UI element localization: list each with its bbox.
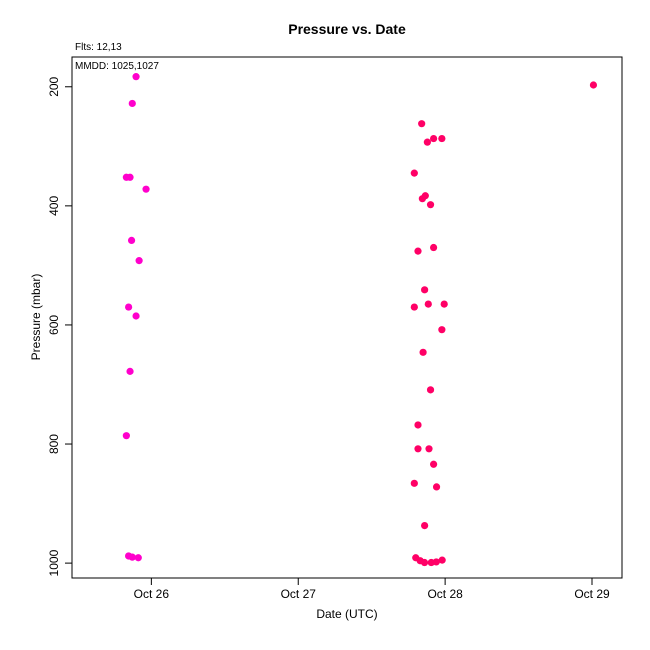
data-point-series-2 xyxy=(432,483,441,491)
data-point-series-2 xyxy=(418,120,426,128)
data-point-series-2 xyxy=(589,81,598,89)
plot-frame xyxy=(71,56,623,579)
data-point-series-2 xyxy=(414,247,422,255)
data-point-series-2 xyxy=(440,300,448,308)
data-points xyxy=(122,73,598,567)
data-point-series-2 xyxy=(418,195,426,203)
x-tick-label: Oct 27 xyxy=(281,587,317,601)
data-point-series-2 xyxy=(438,326,446,334)
data-point-series-1 xyxy=(127,236,136,244)
data-point-series-2 xyxy=(424,300,432,308)
data-point-series-1 xyxy=(126,173,134,181)
y-tick-label: 1000 xyxy=(47,549,61,576)
data-point-series-1 xyxy=(142,185,150,193)
y-tick-label: 200 xyxy=(47,76,61,96)
date-annotation: MMDD: 1025,1027 xyxy=(75,61,159,72)
data-point-series-2 xyxy=(414,445,422,453)
data-point-series-2 xyxy=(423,138,431,146)
data-point-series-1 xyxy=(122,432,130,440)
x-tick-label: Oct 29 xyxy=(574,587,610,601)
y-tick-label: 800 xyxy=(47,434,61,454)
data-point-series-2 xyxy=(410,303,418,311)
data-point-series-2 xyxy=(426,201,435,209)
data-point-series-1 xyxy=(128,99,136,108)
y-axis: 200 400 600 800 1000 xyxy=(47,76,73,576)
y-axis-label: Pressure (mbar) xyxy=(29,274,43,361)
data-point-series-2 xyxy=(438,556,446,564)
data-point-series-2 xyxy=(425,445,433,453)
data-point-series-2 xyxy=(438,134,446,143)
data-point-series-2 xyxy=(410,479,418,487)
data-point-series-1 xyxy=(132,312,140,320)
data-point-series-1 xyxy=(135,257,143,265)
data-point-series-1 xyxy=(132,73,140,81)
y-tick-label: 400 xyxy=(47,196,61,216)
x-tick-label: Oct 28 xyxy=(427,587,463,601)
data-point-series-1 xyxy=(134,554,142,562)
x-axis-label: Date (UTC) xyxy=(316,607,377,621)
flights-annotation: Flts: 12,13 xyxy=(75,42,122,53)
data-point-series-2 xyxy=(414,421,422,429)
data-point-series-2 xyxy=(420,558,429,567)
data-point-series-2 xyxy=(410,169,418,177)
chart-title: Pressure vs. Date xyxy=(288,21,406,37)
data-point-series-2 xyxy=(421,286,429,294)
data-point-series-2 xyxy=(432,558,440,566)
y-tick-label: 600 xyxy=(47,315,61,335)
data-point-series-2 xyxy=(430,243,438,252)
data-point-series-1 xyxy=(128,553,136,561)
x-tick-label: Oct 26 xyxy=(134,587,170,601)
data-point-series-1 xyxy=(126,367,134,375)
data-point-series-2 xyxy=(419,348,427,356)
x-axis: Oct 26 Oct 27 Oct 28 Oct 29 xyxy=(134,577,610,601)
data-point-series-2 xyxy=(430,134,438,143)
data-point-series-2 xyxy=(421,522,429,530)
data-point-series-2 xyxy=(426,386,435,394)
data-point-series-1 xyxy=(125,303,133,311)
data-point-series-2 xyxy=(430,460,438,468)
